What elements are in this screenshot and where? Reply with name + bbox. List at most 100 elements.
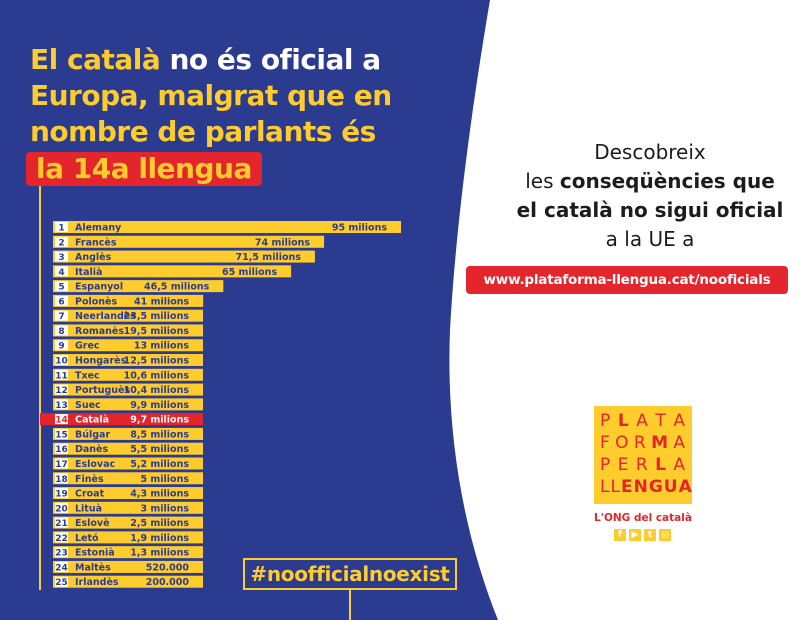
rank-box-12	[55, 384, 68, 395]
bar-4	[53, 265, 292, 278]
rank-label-2: 2	[58, 238, 64, 248]
category-label-15: Búlgar	[75, 429, 110, 440]
category-label-1: Alemany	[75, 223, 122, 234]
bar-22	[53, 531, 203, 544]
category-label-8: Romanès	[75, 326, 124, 337]
rank-label-15: 15	[55, 430, 68, 440]
headline-part-2: no és oficial a	[160, 43, 381, 76]
rank-box-20	[55, 502, 68, 513]
rank-label-6: 6	[58, 297, 64, 307]
category-label-20: Lituà	[75, 503, 102, 514]
logo-letter: A	[636, 411, 649, 431]
headline-part-1: El català	[30, 43, 161, 76]
rank-label-16: 16	[55, 445, 68, 455]
bar-16	[53, 442, 203, 455]
hashtag-box: #noofficialnoexist	[243, 558, 457, 590]
rank-box-14	[55, 414, 68, 425]
rank-label-25: 25	[55, 578, 68, 588]
value-label-14: 9,7 milions	[130, 415, 189, 426]
rank-label-4: 4	[58, 268, 64, 278]
cta-line-2-pre: les	[525, 169, 560, 193]
value-label-24: 520.000	[146, 562, 190, 573]
value-label-3: 71,5 milions	[236, 252, 302, 263]
rank-box-18	[55, 473, 68, 484]
bar-12	[53, 383, 203, 396]
bar-5	[53, 280, 224, 293]
cta-line-2-bold: conseqüències que	[559, 169, 775, 193]
cta-line-2: les conseqüències que	[500, 167, 800, 196]
headline-part-4: malgrat que en nombre de parlants és	[30, 79, 392, 148]
youtube-icon[interactable]: ▶	[629, 529, 641, 541]
rank-box-16	[55, 443, 68, 454]
value-label-9: 13 milions	[134, 341, 189, 352]
rank-box-1	[55, 222, 68, 232]
category-label-13: Suec	[75, 400, 101, 411]
value-label-15: 8,5 milions	[130, 429, 189, 440]
logo-tagline: L'ONG del català	[594, 512, 692, 524]
bar-18	[53, 472, 203, 485]
cta-line-3: el català no sigui oficial	[500, 196, 800, 225]
bar-24	[53, 560, 203, 573]
value-label-22: 1,9 milions	[130, 533, 189, 544]
rank-box-23	[55, 547, 68, 558]
instagram-icon[interactable]: ◎	[659, 529, 671, 541]
bar-20	[53, 501, 203, 514]
bar-21	[53, 516, 203, 529]
value-label-12: 10,4 milions	[124, 385, 190, 396]
bar-25	[53, 575, 203, 588]
rank-box-9	[55, 340, 68, 351]
rank-label-23: 23	[55, 549, 68, 559]
category-label-24: Maltès	[75, 562, 111, 573]
rank-box-3	[55, 251, 68, 262]
logo-letter: N	[633, 477, 649, 497]
twitter-icon[interactable]: t	[644, 529, 656, 541]
rank-label-3: 3	[58, 253, 64, 263]
rank-box-5	[55, 281, 68, 292]
rank-box-24	[55, 561, 68, 572]
rank-label-5: 5	[58, 283, 64, 293]
value-label-19: 4,3 milions	[130, 489, 189, 500]
value-label-13: 9,9 milions	[130, 400, 189, 411]
bar-7	[53, 309, 203, 322]
category-label-17: Eslovac	[75, 459, 115, 470]
rank-label-11: 11	[55, 371, 68, 381]
rank-label-9: 9	[58, 342, 64, 352]
bar-23	[53, 546, 203, 559]
value-label-16: 5,5 milions	[130, 444, 189, 455]
call-to-action: Descobreix les conseqüències que el cata…	[500, 138, 800, 254]
category-label-7: Neerlandès	[75, 311, 136, 322]
bar-9	[53, 339, 203, 352]
facebook-icon[interactable]: f	[614, 529, 626, 541]
bar-3	[53, 250, 315, 263]
url-link[interactable]: www.plataforma-llengua.cat/nooficials	[466, 266, 788, 294]
category-label-25: Irlandès	[75, 577, 119, 588]
logo-letter: P	[600, 455, 612, 475]
category-label-6: Polonès	[75, 296, 117, 307]
bar-11	[53, 368, 203, 381]
headline: El català no és oficial a Europa, malgra…	[26, 42, 470, 187]
value-label-5: 46,5 milions	[144, 282, 210, 293]
cta-line-3-bold: el català no sigui oficial	[516, 198, 784, 222]
logo-letter: T	[655, 411, 667, 431]
logo-letter: F	[600, 433, 611, 453]
category-label-23: Estonià	[75, 548, 115, 559]
plataforma-per-la-llengua-logo: P L A T A F O R M A P E R L A LL E N G U A	[594, 406, 692, 504]
logo-letter: LL	[600, 477, 621, 497]
rank-label-1: 1	[58, 224, 64, 234]
value-label-7: 23,5 milions	[124, 311, 190, 322]
bar-17	[53, 457, 203, 470]
category-label-21: Eslovè	[75, 518, 110, 529]
category-label-10: Hongarès	[75, 356, 127, 367]
rank-label-22: 22	[55, 534, 68, 544]
bar-14	[40, 413, 203, 426]
category-label-18: Finès	[75, 474, 104, 485]
rank-box-17	[55, 458, 68, 469]
logo-letter: R	[633, 433, 647, 453]
logo-letter: P	[600, 411, 612, 431]
rank-box-10	[55, 355, 68, 366]
rank-box-8	[55, 325, 68, 336]
logo-letter: L	[617, 411, 630, 431]
category-label-14: Català	[75, 415, 109, 426]
bar-15	[53, 427, 203, 440]
category-label-12: Portuguès	[75, 385, 130, 396]
